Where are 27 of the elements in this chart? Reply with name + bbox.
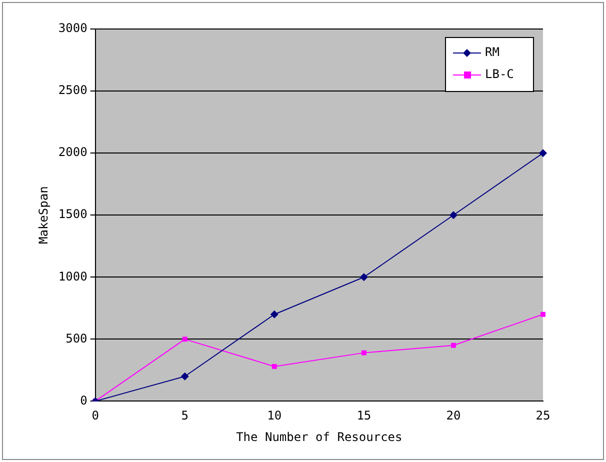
point [360,273,368,282]
x-tick-label: 20 [446,408,461,423]
y-tick-label: 0 [80,393,88,408]
y-tick-label: 2500 [58,83,88,98]
x-axis-title: The Number of Resources [236,430,402,444]
x-tick-label: 25 [536,408,550,423]
x-tick-label: 15 [356,408,372,423]
legend-label: LB-C [485,67,514,82]
x-tick-label: 5 [181,408,188,423]
point [361,350,366,356]
y-tick-label: 3000 [58,21,88,36]
point [182,336,188,342]
point [180,372,189,380]
point [539,149,547,158]
y-tick-label: 500 [66,331,88,346]
point [272,364,277,369]
x-tick-label: 0 [92,408,99,423]
point [450,342,456,348]
point [449,211,458,220]
point [540,312,546,317]
legend-label: RM [485,45,500,60]
y-tick-label: 1000 [58,269,88,284]
x-tick-label: 10 [267,408,282,423]
y-axis-title: MakeSpan [36,186,50,244]
y-tick-label: 2000 [58,145,88,160]
point [270,310,278,318]
y-tick-label: 1500 [58,207,88,222]
